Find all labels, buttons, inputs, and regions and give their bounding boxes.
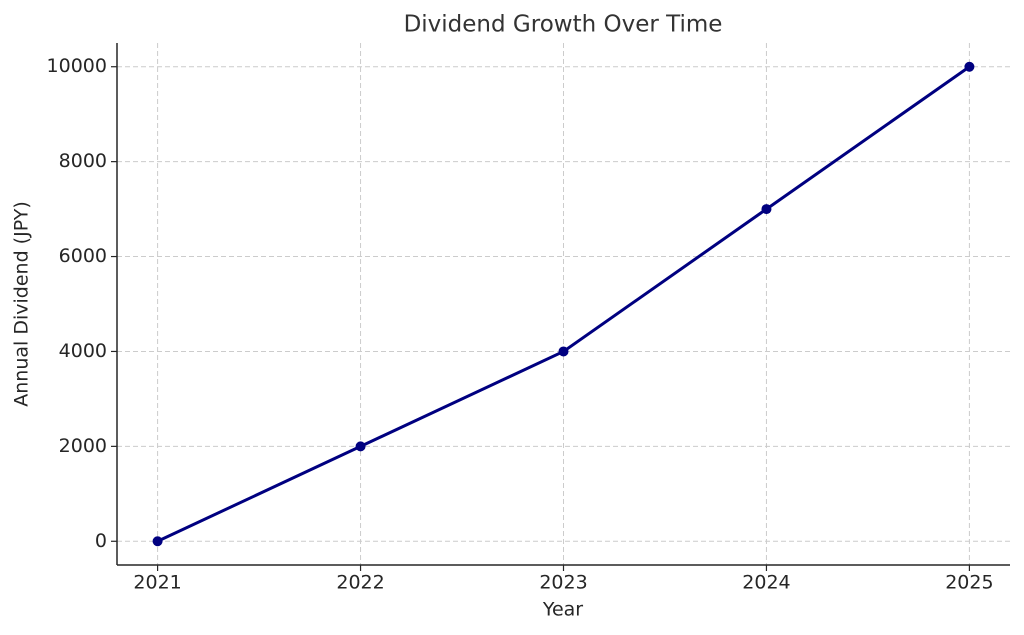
chart-title: Dividend Growth Over Time (404, 12, 723, 38)
x-tick-label: 2025 (945, 572, 993, 594)
x-tick-label: 2021 (133, 572, 181, 594)
y-tick-label: 0 (95, 530, 107, 552)
y-tick-label: 4000 (59, 340, 107, 362)
y-tick-label: 2000 (59, 435, 107, 457)
point (761, 204, 772, 215)
point (558, 346, 569, 357)
y-axis-label: Annual Dividend (JPY) (11, 201, 33, 406)
y-tick-label: 10000 (47, 55, 107, 77)
x-tick-label: 2023 (539, 572, 587, 594)
x-tick-label: 2024 (742, 572, 790, 594)
y-tick-label: 8000 (59, 150, 107, 172)
point (964, 61, 975, 72)
y-tick-label: 6000 (59, 245, 107, 267)
x-tick-label: 2022 (336, 572, 384, 594)
point (355, 441, 366, 452)
x-axis-label: Year (542, 599, 583, 621)
point (152, 536, 163, 547)
